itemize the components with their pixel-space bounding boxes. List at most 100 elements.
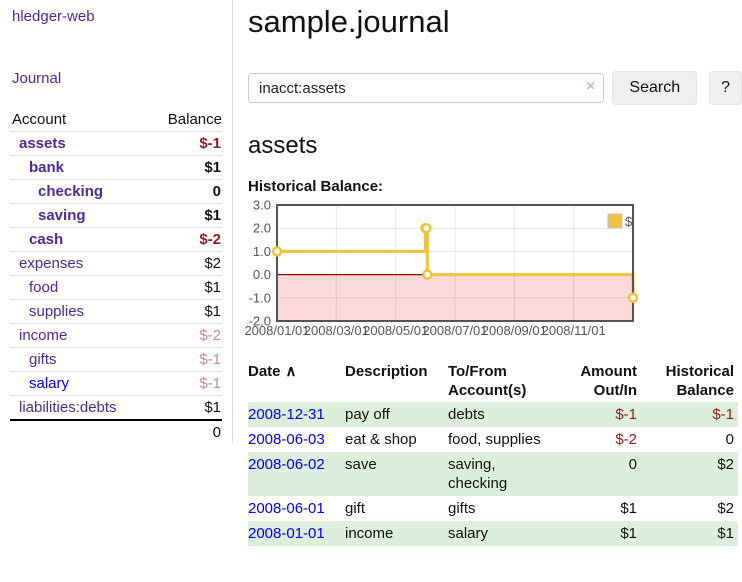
register-description: gift — [345, 500, 366, 517]
account-row: income $-2 — [10, 323, 222, 348]
register-header-to-from: To/From Account(s) — [448, 363, 527, 399]
sort-asc-icon: ∧ — [285, 363, 297, 380]
svg-text:-1.0: -1.0 — [249, 290, 271, 305]
svg-text:2.0: 2.0 — [253, 221, 271, 236]
register-row: 2008-06-01 gift gifts $1 $2 — [248, 496, 738, 521]
register-description: save — [345, 456, 377, 473]
register-description: income — [345, 525, 394, 542]
svg-text:$: $ — [625, 214, 633, 229]
search-input[interactable] — [248, 73, 605, 103]
svg-text:2008/07/01: 2008/07/01 — [422, 323, 487, 338]
account-row: cash $-2 — [10, 227, 222, 252]
register-amount: $-1 — [615, 406, 637, 423]
register-header-row: Date ∧ Description To/From Account(s) Amount… — [248, 360, 738, 402]
account-link-supplies[interactable]: supplies — [29, 303, 85, 320]
svg-text:2008/05/01: 2008/05/01 — [363, 323, 428, 338]
register-header-historical: Historical Balance — [665, 363, 734, 399]
register-amount: $-2 — [615, 431, 637, 448]
accounts-table: Account Balance assets $-1 bank $1 checking 0… — [10, 108, 222, 444]
account-balance: $1 — [204, 303, 221, 320]
account-balance: $1 — [204, 399, 221, 416]
register-accounts: debts — [448, 406, 485, 423]
account-row: saving $1 — [10, 203, 222, 228]
register-description: eat & shop — [345, 431, 417, 448]
account-link-salary[interactable]: salary — [29, 375, 70, 392]
register-amount: 0 — [628, 456, 637, 473]
svg-text:0.0: 0.0 — [253, 267, 271, 282]
chart-title: Historical Balance: — [248, 178, 384, 195]
account-link-income[interactable]: income — [19, 327, 68, 344]
register-amount: $1 — [620, 525, 637, 542]
register-row: 2008-06-03 eat & shop food, supplies $-2 0 — [248, 427, 738, 452]
register-header-amount: Amount Out/In — [580, 363, 637, 399]
register-accounts: food, supplies — [448, 431, 541, 448]
account-balance: $-2 — [199, 231, 221, 248]
historical-balance-chart[interactable]: $3.0 2.0 1.0 0.0 -1.0 -2.0 2008/01/01 2008/03/0… — [240, 198, 642, 342]
register-balance: 0 — [725, 431, 734, 448]
account-link-liabilities-debts[interactable]: liabilities:debts — [19, 399, 117, 416]
account-row: gifts $-1 — [10, 347, 222, 372]
register-accounts: salary — [448, 525, 489, 542]
accounts-total-value: 0 — [212, 424, 221, 441]
svg-text:2008/01/01: 2008/01/01 — [244, 323, 309, 338]
account-balance: $1 — [204, 279, 221, 296]
date-link[interactable]: 2008-06-03 — [248, 431, 325, 448]
register-row: 2008-06-02 save saving, checking 0 $2 — [248, 452, 738, 496]
register-header-description: Description — [345, 363, 428, 380]
register-accounts: saving, checking — [448, 456, 508, 492]
account-link-expenses[interactable]: expenses — [19, 255, 84, 272]
register-balance: $-1 — [712, 406, 734, 423]
account-balance: $1 — [204, 207, 221, 224]
date-link[interactable]: 2008-01-01 — [248, 525, 325, 542]
accounts-header-row: Account Balance — [10, 108, 222, 132]
date-link[interactable]: 2008-06-02 — [248, 456, 325, 473]
account-row: checking 0 — [10, 179, 222, 204]
chart-canvas[interactable]: $3.0 2.0 1.0 0.0 -1.0 -2.02008/01/012008/03/0… — [240, 198, 642, 342]
app-title-link[interactable]: hledger-web — [12, 8, 95, 25]
register-description: pay off — [345, 406, 390, 423]
help-button[interactable]: ? — [709, 71, 742, 105]
account-row: expenses $2 — [10, 251, 222, 276]
account-row: food $1 — [10, 275, 222, 300]
search-button[interactable]: Search — [612, 71, 698, 105]
account-link-food[interactable]: food — [29, 279, 59, 296]
sidebar-item-journal[interactable]: Journal — [12, 70, 62, 87]
page-title: sample.journal — [248, 4, 450, 39]
accounts-header-account: Account — [12, 111, 67, 128]
search-box: × — [248, 73, 605, 103]
account-link-gifts[interactable]: gifts — [29, 351, 57, 368]
date-link[interactable]: 2008-06-01 — [248, 500, 325, 517]
register-balance: $2 — [717, 456, 734, 473]
register-amount: $1 — [620, 500, 637, 517]
date-link[interactable]: 2008-12-31 — [248, 406, 325, 423]
account-heading: assets — [248, 132, 318, 159]
svg-text:1.0: 1.0 — [253, 244, 271, 259]
account-balance: $-1 — [199, 375, 221, 392]
account-link-saving[interactable]: saving — [38, 207, 86, 224]
main-content: sample.journal × Search ? assets Histori… — [244, 0, 742, 546]
account-link-checking[interactable]: checking — [38, 183, 104, 200]
account-row: bank $1 — [10, 155, 222, 180]
account-balance: $-1 — [199, 351, 221, 368]
svg-text:2008/09/01: 2008/09/01 — [482, 323, 547, 338]
account-link-bank[interactable]: bank — [29, 159, 65, 176]
account-link-cash[interactable]: cash — [29, 231, 64, 248]
account-balance: $1 — [204, 159, 221, 176]
account-row: assets $-1 — [10, 131, 222, 156]
account-link-assets[interactable]: assets — [19, 135, 66, 152]
register-table: Date ∧ Description To/From Account(s) Amount… — [248, 360, 738, 546]
svg-text:2008/03/01: 2008/03/01 — [304, 323, 369, 338]
clear-search-icon[interactable]: × — [586, 78, 596, 95]
register-balance: $1 — [717, 525, 734, 542]
account-balance: 0 — [212, 183, 221, 200]
account-row: supplies $1 — [10, 299, 222, 324]
register-header-date[interactable]: Date ∧ — [248, 363, 297, 380]
account-balance: $-1 — [199, 135, 221, 152]
register-accounts: gifts — [448, 500, 476, 517]
register-row: 2008-12-31 pay off debts $-1 $-1 — [248, 402, 738, 427]
account-balance: $2 — [204, 255, 221, 272]
account-row: liabilities:debts $1 — [10, 395, 222, 421]
account-row: salary $-1 — [10, 371, 222, 396]
register-row: 2008-01-01 income salary $1 $1 — [248, 521, 738, 546]
